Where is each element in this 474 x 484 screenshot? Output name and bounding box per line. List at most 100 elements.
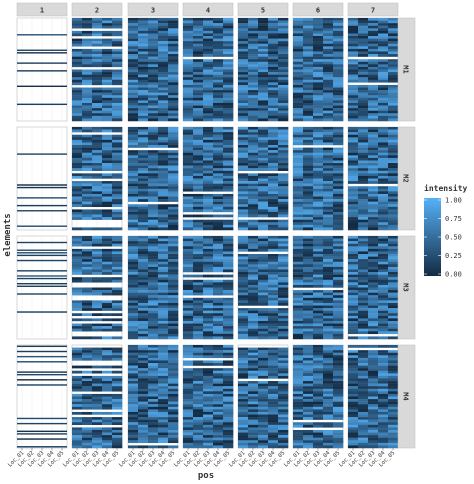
heatmap-cell bbox=[168, 160, 179, 164]
heatmap-cell bbox=[138, 284, 149, 288]
heatmap-cell bbox=[248, 219, 259, 223]
heatmap-cell bbox=[333, 69, 344, 73]
heatmap-cell bbox=[313, 48, 324, 52]
heatmap-cell bbox=[213, 243, 224, 247]
heatmap-cell bbox=[238, 84, 249, 88]
heatmap-cell bbox=[82, 214, 93, 218]
heatmap-cell bbox=[203, 388, 214, 392]
heatmap-cell bbox=[112, 313, 123, 317]
heatmap-cell bbox=[92, 422, 103, 426]
heatmap-cell bbox=[238, 38, 249, 42]
heatmap-cell bbox=[268, 163, 279, 166]
heatmap-cell bbox=[378, 173, 389, 177]
heatmap-cell bbox=[82, 352, 93, 356]
heatmap-cell bbox=[168, 323, 179, 327]
heatmap-cell bbox=[213, 137, 224, 141]
heatmap-cell bbox=[388, 170, 399, 174]
heatmap-cell bbox=[112, 90, 123, 93]
heatmap-cell bbox=[348, 152, 359, 156]
heatmap-cell bbox=[268, 206, 279, 210]
heatmap-cell bbox=[193, 178, 204, 182]
heatmap-cell bbox=[183, 381, 194, 384]
heatmap-cell bbox=[388, 139, 399, 143]
heatmap-cell bbox=[128, 386, 139, 389]
heatmap-cell bbox=[138, 61, 149, 65]
heatmap-cell bbox=[112, 74, 123, 78]
heatmap-cell bbox=[293, 173, 304, 177]
heatmap-cell bbox=[388, 69, 399, 73]
heatmap-cell bbox=[128, 206, 139, 210]
heatmap-cell bbox=[278, 43, 289, 47]
heatmap-cell bbox=[378, 409, 389, 413]
heatmap-cell bbox=[303, 87, 314, 91]
heatmap-cell bbox=[293, 113, 304, 117]
heatmap-cell bbox=[102, 217, 113, 220]
heatmap-cell bbox=[293, 134, 304, 138]
heatmap-cell bbox=[82, 72, 93, 75]
heatmap-cell bbox=[92, 429, 103, 433]
heatmap-cell bbox=[203, 391, 214, 395]
heatmap-cell bbox=[17, 241, 67, 244]
heatmap-cell bbox=[358, 277, 369, 280]
heatmap-cell bbox=[128, 328, 139, 332]
heatmap-cell bbox=[268, 72, 279, 75]
heatmap-cell bbox=[358, 108, 369, 111]
heatmap-cell bbox=[148, 355, 159, 359]
heatmap-cell bbox=[333, 318, 344, 322]
heatmap-cell bbox=[158, 409, 169, 413]
heatmap-cell bbox=[258, 432, 269, 436]
heatmap-cell bbox=[82, 87, 93, 91]
heatmap-cell bbox=[333, 209, 344, 213]
heatmap-cell bbox=[158, 217, 169, 220]
heatmap-cell bbox=[128, 251, 139, 255]
heatmap-cell bbox=[333, 206, 344, 210]
heatmap-cell bbox=[223, 401, 234, 405]
heatmap-cell bbox=[278, 100, 289, 104]
heatmap-cell bbox=[102, 41, 113, 44]
heatmap-cell bbox=[102, 251, 113, 255]
heatmap-cell bbox=[112, 399, 123, 402]
heatmap-cell bbox=[223, 424, 234, 428]
heatmap-cell bbox=[323, 368, 334, 371]
heatmap-cell bbox=[323, 297, 334, 301]
heatmap-cell bbox=[213, 238, 224, 242]
heatmap-cell bbox=[388, 360, 399, 364]
heatmap-cell bbox=[258, 191, 269, 195]
heatmap-cell bbox=[193, 308, 204, 311]
heatmap-cell bbox=[378, 150, 389, 153]
heatmap-cell bbox=[323, 115, 334, 119]
heatmap-cell bbox=[323, 155, 334, 159]
heatmap-cell bbox=[193, 214, 204, 218]
heatmap-cell bbox=[258, 74, 269, 78]
heatmap-cell bbox=[223, 241, 234, 244]
heatmap-cell bbox=[378, 33, 389, 37]
heatmap-cell bbox=[193, 92, 204, 96]
heatmap-cell bbox=[128, 173, 139, 177]
heatmap-cell bbox=[323, 274, 334, 278]
heatmap-cell bbox=[368, 115, 379, 119]
heatmap-cell bbox=[102, 256, 113, 260]
heatmap-cell bbox=[158, 196, 169, 200]
heatmap-cell bbox=[303, 378, 314, 382]
heatmap-cell bbox=[333, 399, 344, 402]
heatmap-cell bbox=[213, 323, 224, 327]
heatmap-cell bbox=[378, 315, 389, 319]
heatmap-cell bbox=[128, 315, 139, 319]
heatmap-cell bbox=[72, 186, 83, 189]
heatmap-cell bbox=[388, 168, 399, 171]
heatmap-cell bbox=[258, 388, 269, 392]
heatmap-cell bbox=[102, 264, 113, 268]
heatmap-cell bbox=[72, 308, 83, 311]
heatmap-cell bbox=[388, 310, 399, 314]
heatmap-cell bbox=[72, 160, 83, 164]
heatmap-cell bbox=[268, 424, 279, 428]
heatmap-cell bbox=[223, 115, 234, 119]
heatmap-cell bbox=[92, 97, 103, 101]
heatmap-cell bbox=[102, 406, 113, 410]
heatmap-cell bbox=[278, 102, 289, 106]
heatmap-cell bbox=[323, 248, 334, 252]
heatmap-cell bbox=[223, 100, 234, 104]
heatmap-cell bbox=[138, 381, 149, 384]
heatmap-cell bbox=[102, 272, 113, 275]
heatmap-cell bbox=[333, 350, 344, 353]
